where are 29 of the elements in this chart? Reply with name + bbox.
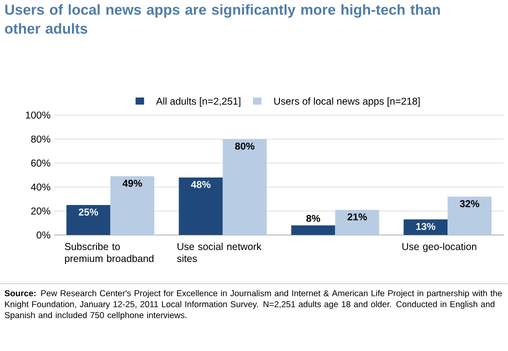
x-tick-label: Subscribe to premium broadband xyxy=(64,242,154,264)
bar xyxy=(335,210,380,236)
data-label: 48% xyxy=(190,181,210,188)
y-tick-label: 80% xyxy=(31,136,50,143)
legend-label: Users of local news apps [n=218] xyxy=(274,98,420,107)
bar xyxy=(448,196,492,236)
data-label: 25% xyxy=(78,208,98,216)
data-label: 13% xyxy=(416,223,436,230)
text: Source: Pew Research Center's Project for Excellence in Journalism and Internet & American Life Project in partnership with the Knight Foundation, January 12-25, 2011 Local Information Survey. N=2,251 adults age 18 and older. Conducted in English and Spanish and included 750 cellphone interviews. xyxy=(4,290,502,320)
x-tick-label: Use social network sites xyxy=(177,242,262,262)
data-label: 21% xyxy=(348,214,367,221)
bar xyxy=(66,205,110,236)
bar xyxy=(404,220,448,236)
data-label: 32% xyxy=(460,200,480,208)
data-label: 49% xyxy=(122,180,142,187)
y-tick-label: 20% xyxy=(31,208,50,215)
y-tick-label: 0% xyxy=(36,232,50,239)
bar xyxy=(178,178,223,236)
y-tick-label: 100% xyxy=(26,112,50,119)
bar xyxy=(291,226,336,236)
data-label: 8% xyxy=(306,215,320,222)
y-tick-label: 40% xyxy=(30,184,50,191)
y-tick-label: 60% xyxy=(31,160,50,167)
chart-title: Users of local news apps are significantly more high-tech than other adults xyxy=(4,4,440,34)
bar xyxy=(110,176,154,236)
legend-label: All adults [n=2,251] xyxy=(156,98,240,107)
data-label: 80% xyxy=(235,142,254,150)
bar xyxy=(222,139,267,236)
x-tick-label: Use geo-location xyxy=(402,242,476,252)
